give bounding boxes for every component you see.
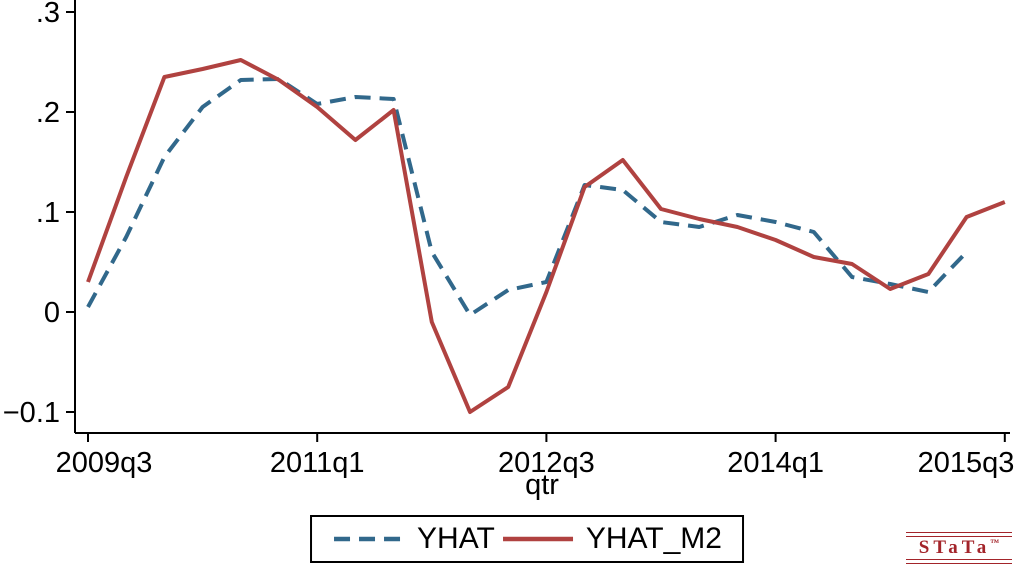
x-tick-label: 2012q3 [498, 447, 595, 479]
legend-swatch [502, 536, 573, 542]
legend-item-yhat: YHAT [332, 524, 495, 554]
x-tick-label: 2015q3 [918, 447, 1015, 479]
legend: YHAT YHAT_M2 [310, 515, 744, 563]
stata-logo: STaTa™ [906, 532, 1012, 564]
legend-label: YHAT_M2 [585, 522, 722, 555]
y-tick-label: .1 [36, 197, 60, 229]
x-tick-label: 2009q3 [56, 447, 153, 479]
legend-label: YHAT [417, 522, 495, 555]
logo-rule-top [906, 532, 1012, 538]
x-tick-label: 2014q1 [727, 447, 824, 479]
legend-swatch [334, 536, 405, 542]
legend-item-yhat_m2: YHAT_M2 [501, 524, 722, 554]
y-tick-label: .3 [36, 0, 60, 29]
x-axis-title: qtr [525, 469, 559, 501]
y-tick-label: .2 [36, 97, 60, 129]
series-line-yhat [86, 77, 969, 317]
chart-svg: qtr .3 .2 .1 0 −0.1 2009q3 2011q1 2012q3 2014q1 2… [3, 0, 1015, 501]
logo-text: STaTa [918, 537, 991, 559]
logo-trademark: ™ [990, 537, 1000, 548]
logo-rule-bottom [906, 559, 1012, 564]
logo-word: STaTa™ [906, 537, 1012, 559]
y-tick-label: 0 [44, 297, 60, 329]
x-tick-label: 2011q1 [270, 447, 365, 479]
y-tick-label: −0.1 [3, 397, 60, 429]
series-line-yhat_m2 [86, 58, 1006, 414]
